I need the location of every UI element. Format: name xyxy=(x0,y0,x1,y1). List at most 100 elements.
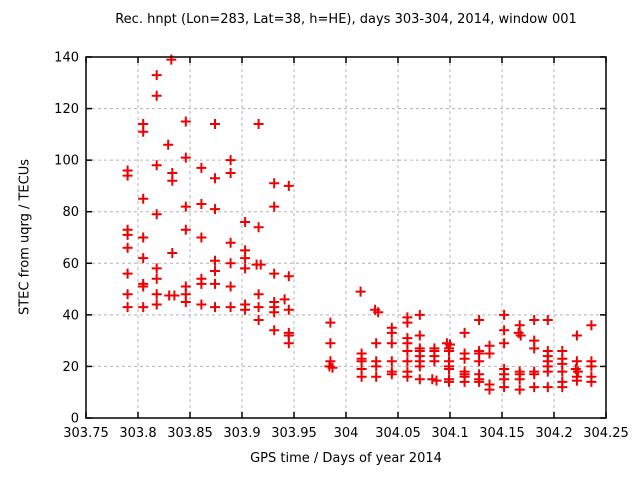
data-point xyxy=(122,302,133,313)
data-point xyxy=(586,320,597,331)
data-point xyxy=(499,382,510,393)
data-point xyxy=(431,375,442,386)
data-point xyxy=(459,353,470,364)
data-point xyxy=(151,160,162,171)
data-point xyxy=(255,259,266,270)
x-tick-label: 304 xyxy=(334,426,359,441)
data-point xyxy=(499,309,510,320)
data-point xyxy=(269,307,280,318)
x-tick-label: 303.85 xyxy=(167,426,213,441)
data-point xyxy=(151,289,162,300)
x-tick-label: 303.75 xyxy=(63,426,109,441)
data-point xyxy=(402,371,413,382)
data-point xyxy=(355,286,366,297)
data-point xyxy=(269,178,280,189)
data-point xyxy=(386,327,397,338)
data-point xyxy=(571,356,582,367)
data-point xyxy=(269,325,280,336)
data-point xyxy=(402,317,413,328)
data-point xyxy=(542,366,553,377)
data-point xyxy=(225,155,236,166)
data-point xyxy=(196,162,207,173)
data-point xyxy=(371,338,382,349)
data-point xyxy=(386,356,397,367)
data-point xyxy=(283,180,294,191)
data-point xyxy=(240,304,251,315)
y-tick-label: 0 xyxy=(71,412,79,427)
data-point xyxy=(167,175,178,186)
data-point xyxy=(210,255,220,266)
data-point xyxy=(253,302,264,313)
data-point xyxy=(163,139,174,150)
x-tick-label: 304.05 xyxy=(375,426,421,441)
data-point xyxy=(151,90,162,101)
data-point xyxy=(459,376,470,387)
y-tick-label: 120 xyxy=(54,102,79,117)
data-point xyxy=(138,281,149,292)
y-tick-label: 20 xyxy=(62,360,79,375)
data-point xyxy=(210,278,220,289)
data-point xyxy=(240,217,251,227)
data-point xyxy=(459,327,470,338)
data-point xyxy=(225,302,236,313)
data-point xyxy=(210,173,220,184)
data-point xyxy=(414,374,425,385)
data-point xyxy=(167,248,178,258)
data-point xyxy=(196,278,207,289)
data-point xyxy=(122,229,133,240)
x-tick-label: 304.2 xyxy=(535,426,572,441)
data-point xyxy=(138,253,149,264)
data-point xyxy=(371,371,382,382)
data-point xyxy=(529,315,540,325)
y-tick-label: 60 xyxy=(62,257,79,272)
chart-title: Rec. hnpt (Lon=283, Lat=38, h=HE), days … xyxy=(115,12,577,27)
data-point xyxy=(514,384,525,395)
data-point xyxy=(571,330,582,341)
data-point xyxy=(240,263,251,274)
data-point xyxy=(414,361,425,372)
data-point xyxy=(529,369,540,380)
data-point xyxy=(571,375,582,386)
data-point xyxy=(253,222,264,233)
x-tick-label: 303.95 xyxy=(271,426,317,441)
data-point xyxy=(402,356,413,367)
x-tick-label: 304.1 xyxy=(431,426,468,441)
data-point xyxy=(356,371,367,382)
data-point xyxy=(225,168,236,178)
data-point xyxy=(484,384,495,395)
data-point xyxy=(138,232,149,243)
data-point xyxy=(499,338,510,349)
x-tick-label: 303.9 xyxy=(223,426,260,441)
data-point xyxy=(180,297,191,307)
data-point xyxy=(514,374,525,385)
data-point xyxy=(225,258,236,269)
y-tick-label: 100 xyxy=(54,154,79,169)
data-point xyxy=(429,356,440,367)
data-point xyxy=(414,330,425,341)
data-point xyxy=(514,320,525,331)
data-point xyxy=(122,242,133,253)
data-point xyxy=(474,315,485,325)
data-point xyxy=(169,290,180,301)
data-point xyxy=(386,369,397,380)
data-point xyxy=(253,119,264,129)
data-point xyxy=(138,126,149,137)
x-tick-label: 303.8 xyxy=(119,426,156,441)
data-point xyxy=(138,302,149,313)
data-point xyxy=(586,376,597,387)
data-point xyxy=(279,294,290,305)
data-point xyxy=(240,253,251,264)
data-point xyxy=(180,152,191,163)
data-point xyxy=(269,268,280,279)
data-point xyxy=(325,338,336,349)
data-point xyxy=(253,315,264,325)
data-point xyxy=(253,289,264,300)
data-point xyxy=(444,364,454,374)
data-point xyxy=(122,289,133,300)
data-point xyxy=(283,338,294,349)
data-point xyxy=(444,376,454,387)
data-point xyxy=(484,348,495,359)
data-point xyxy=(225,237,236,248)
